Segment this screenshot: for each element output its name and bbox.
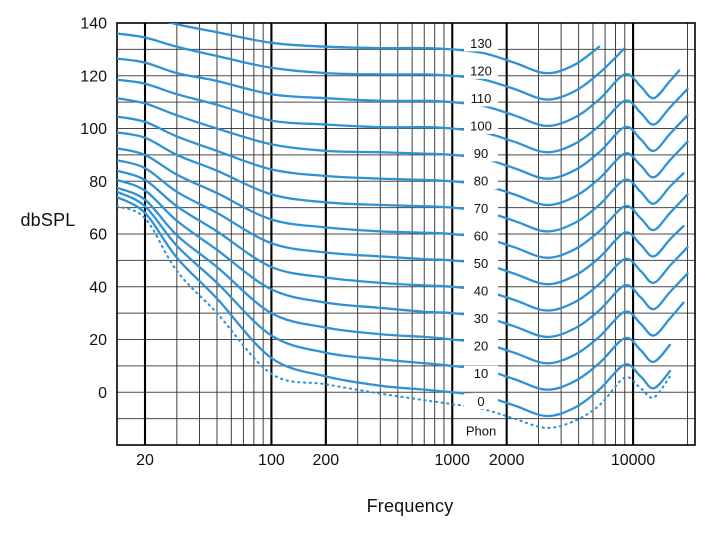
curve-120-phon bbox=[117, 32, 626, 101]
hearing-threshold-curve bbox=[117, 205, 672, 429]
curve-label-bg bbox=[464, 35, 498, 52]
phon-unit-label: Phon bbox=[466, 424, 496, 439]
y-tick-0: 0 bbox=[98, 385, 107, 402]
y-tick-100: 100 bbox=[80, 121, 107, 138]
curve-label-bg bbox=[464, 200, 498, 217]
curve-label-bg bbox=[464, 255, 498, 272]
curve-label-bg bbox=[464, 310, 498, 327]
curve-0-phon bbox=[117, 195, 672, 418]
curve-label-120-phon: 120 bbox=[470, 63, 492, 78]
curve-label-30-phon: 30 bbox=[474, 311, 488, 326]
curve-label-0-phon: 0 bbox=[477, 394, 484, 409]
x-tick-200: 200 bbox=[312, 452, 339, 469]
x-axis-title: Frequency bbox=[366, 496, 454, 516]
x-tick-20: 20 bbox=[136, 452, 154, 469]
curve-label-bg bbox=[464, 117, 498, 134]
curve-label-bg bbox=[464, 62, 498, 79]
y-tick-40: 40 bbox=[89, 279, 107, 296]
x-axis-ticks: 20 100 200 1000 2000 10000 bbox=[136, 452, 655, 469]
y-axis-ticks: 0 20 40 60 80 100 120 140 bbox=[80, 16, 107, 402]
y-tick-120: 120 bbox=[80, 68, 107, 85]
curve-label-70-phon: 70 bbox=[474, 201, 488, 216]
x-tick-10000: 10000 bbox=[611, 452, 656, 469]
curve-label-bg bbox=[464, 365, 498, 382]
curve-90-phon bbox=[117, 97, 689, 180]
y-tick-20: 20 bbox=[89, 332, 107, 349]
curve-label-bg bbox=[464, 173, 498, 190]
curve-label-60-phon: 60 bbox=[474, 229, 488, 244]
phon-unit-label-bg bbox=[460, 423, 502, 439]
curve-label-130-phon: 130 bbox=[470, 36, 492, 51]
x-tick-1000: 1000 bbox=[434, 452, 470, 469]
curve-20-phon bbox=[117, 186, 685, 365]
curve-label-50-phon: 50 bbox=[474, 256, 488, 271]
curve-80-phon bbox=[117, 115, 689, 207]
curve-label-bg bbox=[464, 283, 498, 300]
curve-label-bg bbox=[464, 90, 498, 107]
curve-label-100-phon: 100 bbox=[470, 118, 492, 133]
y-tick-60: 60 bbox=[89, 227, 107, 244]
x-tick-100: 100 bbox=[258, 452, 285, 469]
curve-100-phon bbox=[117, 78, 689, 154]
y-tick-80: 80 bbox=[89, 174, 107, 191]
curve-label-bg bbox=[464, 393, 498, 410]
curve-label-40-phon: 40 bbox=[474, 284, 488, 299]
curve-130-phon bbox=[167, 23, 601, 75]
curve-label-bg bbox=[464, 338, 498, 355]
x-tick-2000: 2000 bbox=[489, 452, 525, 469]
plot-frame bbox=[116, 22, 696, 446]
curve-label-20-phon: 20 bbox=[474, 339, 488, 354]
curve-label-bg bbox=[464, 145, 498, 162]
curve-label-10-phon: 10 bbox=[474, 366, 488, 381]
curve-label-80-phon: 80 bbox=[474, 174, 488, 189]
curve-label-bg bbox=[464, 228, 498, 245]
y-axis-title: dbSPL bbox=[20, 210, 76, 230]
curve-label-90-phon: 90 bbox=[474, 146, 488, 161]
y-tick-140: 140 bbox=[80, 16, 107, 33]
curve-70-phon bbox=[117, 131, 685, 233]
curve-label-110-phon: 110 bbox=[471, 91, 492, 106]
